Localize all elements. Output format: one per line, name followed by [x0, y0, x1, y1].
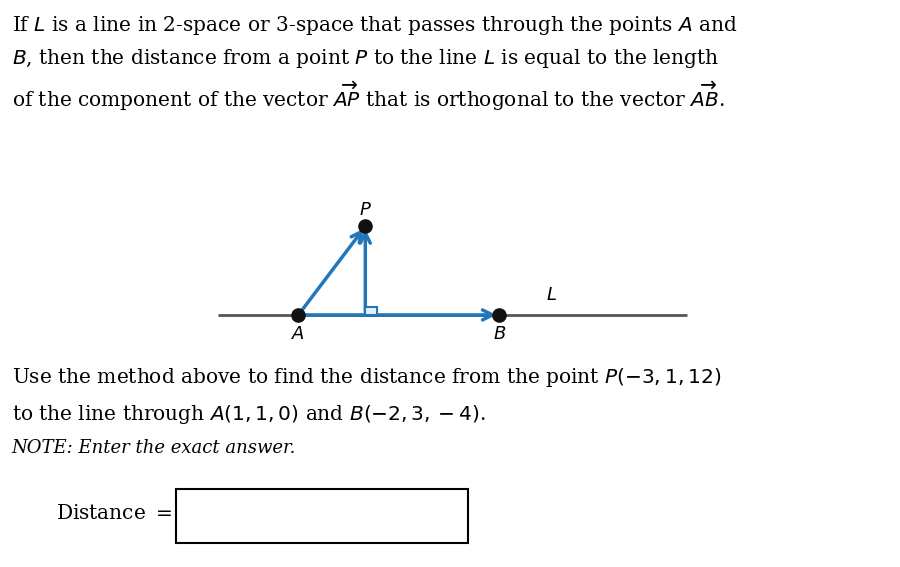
- Point: [292, 310, 306, 319]
- Text: NOTE: Enter the exact answer.: NOTE: Enter the exact answer.: [12, 439, 296, 458]
- Text: $A$: $A$: [292, 325, 305, 344]
- Text: $L$: $L$: [546, 286, 557, 304]
- Text: If $L$ is a line in 2-space or 3-space that passes through the points $A$ and: If $L$ is a line in 2-space or 3-space t…: [12, 14, 737, 37]
- Polygon shape: [365, 307, 377, 315]
- Text: of the component of the vector $\overrightarrow{AP}$ that is orthogonal to the v: of the component of the vector $\overrig…: [12, 80, 725, 113]
- Point: [492, 310, 507, 319]
- FancyBboxPatch shape: [176, 489, 468, 543]
- Text: Distance $=$: Distance $=$: [56, 503, 172, 523]
- Text: to the line through $A(1, 1, 0)$ and $B(-2, 3, -4)$.: to the line through $A(1, 1, 0)$ and $B(…: [12, 403, 486, 426]
- Text: $B$: $B$: [492, 325, 506, 344]
- Point: [358, 222, 373, 231]
- Text: $P$: $P$: [359, 201, 372, 219]
- Text: Use the method above to find the distance from the point $P(-3, 1, 12)$: Use the method above to find the distanc…: [12, 366, 721, 389]
- Text: $B$, then the distance from a point $P$ to the line $L$ is equal to the length: $B$, then the distance from a point $P$ …: [12, 47, 719, 70]
